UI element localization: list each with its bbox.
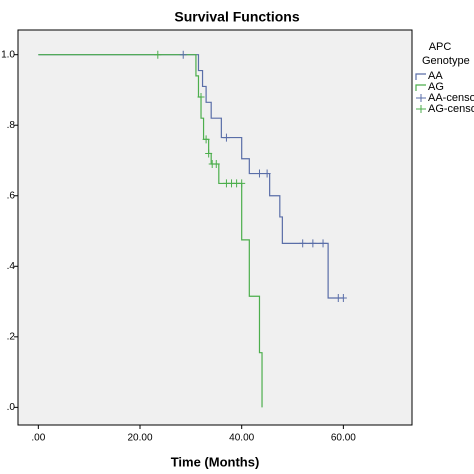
censor-mark (263, 169, 271, 178)
censor-mark (299, 239, 307, 248)
y-tick-label: .0 (7, 402, 16, 413)
y-tick-label: .4 (7, 261, 16, 272)
legend-label: AA (428, 70, 443, 82)
censor-mark (197, 93, 205, 102)
legend-swatch (415, 73, 426, 80)
y-tick-label: .6 (7, 190, 16, 201)
legend-label: AG (428, 81, 444, 93)
censor-mark (309, 239, 317, 248)
censor-mark (179, 50, 187, 59)
legend-swatch (415, 84, 426, 91)
censor-mark (212, 160, 220, 169)
x-tick-label: 20.00 (127, 433, 152, 444)
censor-mark (255, 169, 263, 178)
censor-mark (222, 133, 230, 142)
legend-title: Genotype (422, 55, 470, 67)
censor-mark (339, 294, 347, 303)
plot-area (17, 29, 413, 426)
censor-mark (202, 135, 210, 144)
y-tick-label: .8 (7, 120, 16, 131)
x-tick-label: 40.00 (229, 433, 254, 444)
censor-mark (154, 50, 162, 59)
censor-mark (238, 179, 246, 188)
chart-title: Survival Functions (174, 9, 299, 25)
censor-mark (319, 239, 327, 248)
legend-title: APC (429, 41, 452, 53)
x-axis-title: Time (Months) (171, 454, 260, 469)
legend-swatch (416, 105, 426, 113)
y-tick-label: .2 (7, 331, 16, 342)
survival-line (38, 54, 344, 299)
legend-label: AG-censored (428, 103, 474, 115)
x-tick-label: 60.00 (331, 433, 356, 444)
censor-mark (205, 149, 213, 158)
legend-swatch (416, 94, 426, 102)
x-tick-label: .00 (31, 433, 45, 444)
y-tick-label: 1.0 (1, 49, 15, 60)
legend-label: AA-censored (428, 92, 474, 104)
